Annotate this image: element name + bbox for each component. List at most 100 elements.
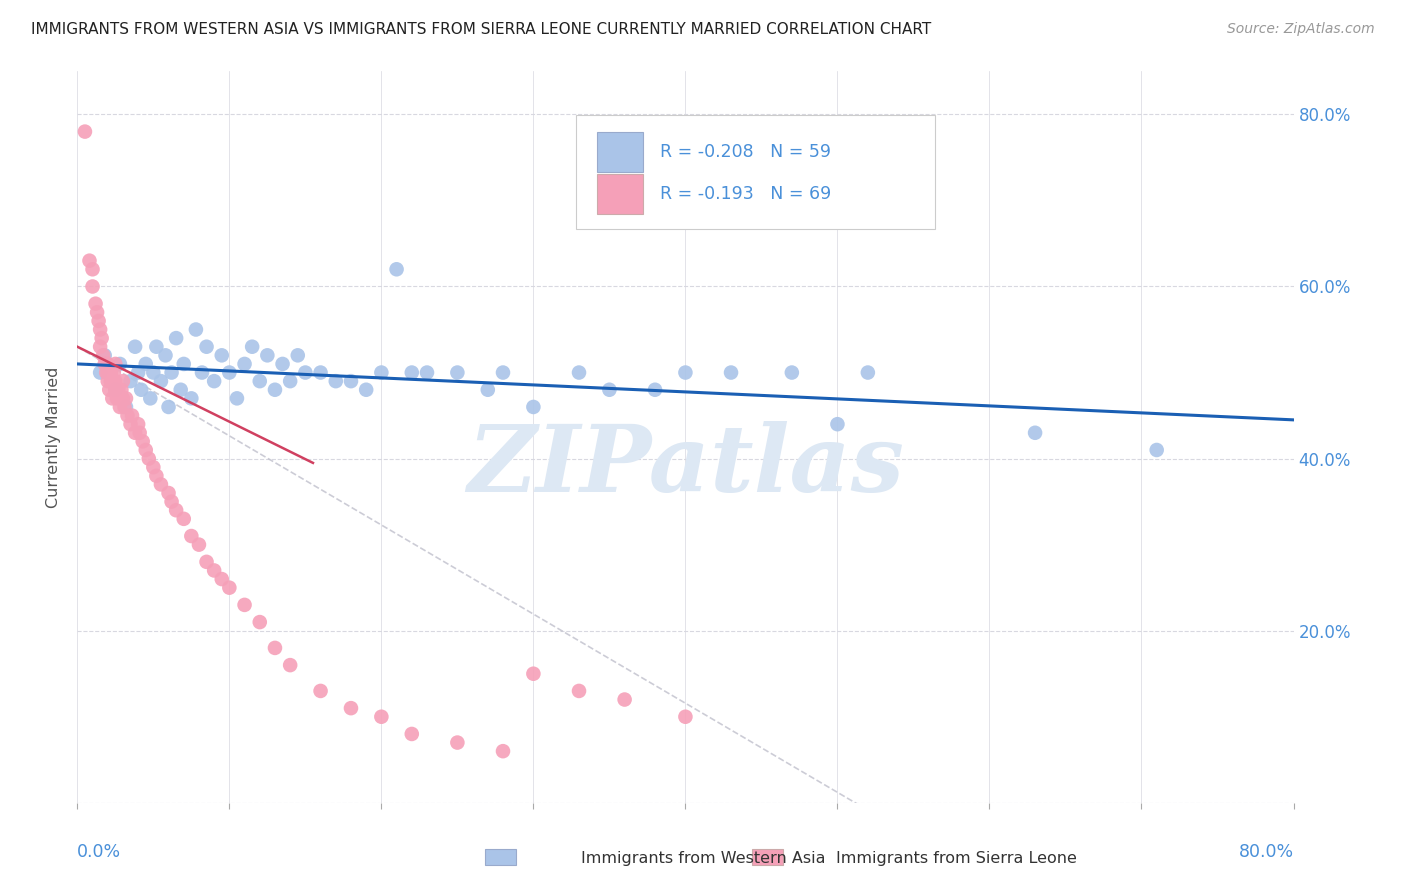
Point [100, 366, 122, 380]
Point [477, 383, 499, 397]
Point [218, 581, 240, 595]
Point [173, 357, 195, 371]
Point [416, 366, 439, 380]
Bar [596, 132, 643, 172]
Point [145, 468, 167, 483]
Point [195, 340, 218, 354]
Point [104, 374, 127, 388]
Point [184, 322, 207, 336]
Point [191, 366, 214, 380]
Point [401, 366, 423, 380]
Point [780, 366, 803, 380]
Text: Immigrants from Western Asia: Immigrants from Western Asia [581, 851, 825, 865]
Point [90, 331, 112, 345]
Point [142, 460, 165, 475]
Point [354, 383, 377, 397]
Point [135, 357, 157, 371]
Point [104, 357, 127, 371]
Point [142, 366, 165, 380]
Point [173, 512, 195, 526]
Point [644, 383, 666, 397]
Point [1146, 442, 1168, 457]
Point [325, 374, 347, 388]
Point [165, 503, 187, 517]
Point [104, 383, 127, 397]
Text: 0.0%: 0.0% [77, 843, 121, 861]
Point [720, 366, 742, 380]
Text: ZIPatlas: ZIPatlas [467, 421, 904, 511]
Point [91, 348, 114, 362]
Point [93, 357, 115, 371]
Point [492, 744, 515, 758]
Point [105, 392, 128, 406]
Point [73, 125, 96, 139]
Point [180, 392, 202, 406]
Point [568, 366, 591, 380]
Point [97, 357, 120, 371]
Point [446, 735, 468, 749]
Point [124, 425, 146, 440]
Point [249, 374, 271, 388]
Point [401, 727, 423, 741]
Point [145, 340, 167, 354]
Point [233, 598, 256, 612]
Point [675, 710, 697, 724]
Point [160, 494, 183, 508]
Text: R = -0.208   N = 59: R = -0.208 N = 59 [659, 144, 831, 161]
Point [218, 366, 240, 380]
Point [135, 442, 157, 457]
Point [211, 572, 233, 586]
Point [264, 640, 287, 655]
Bar [752, 849, 783, 865]
Point [446, 366, 468, 380]
Point [165, 331, 187, 345]
Point [114, 400, 136, 414]
Point [160, 366, 183, 380]
Point [110, 383, 132, 397]
Text: Immigrants from Sierra Leone: Immigrants from Sierra Leone [835, 851, 1077, 865]
Point [149, 374, 172, 388]
Point [89, 322, 111, 336]
Point [157, 400, 180, 414]
Point [87, 314, 110, 328]
Point [492, 366, 515, 380]
Point [107, 383, 129, 397]
Point [613, 692, 636, 706]
Point [127, 366, 149, 380]
Point [294, 366, 316, 380]
Point [522, 666, 544, 681]
FancyBboxPatch shape [576, 115, 935, 228]
Point [370, 366, 392, 380]
Point [128, 425, 150, 440]
Point [121, 409, 143, 423]
Bar [485, 849, 516, 865]
Point [104, 383, 127, 397]
Point [340, 701, 363, 715]
Point [340, 374, 363, 388]
Point [138, 451, 160, 466]
Point [211, 348, 233, 362]
Point [856, 366, 879, 380]
Point [115, 392, 138, 406]
Point [79, 253, 101, 268]
Point [827, 417, 849, 432]
Point [675, 366, 697, 380]
Point [93, 348, 115, 362]
Text: Source: ZipAtlas.com: Source: ZipAtlas.com [1227, 22, 1375, 37]
Point [180, 529, 202, 543]
Point [149, 477, 172, 491]
Point [120, 417, 142, 432]
Point [287, 348, 309, 362]
Point [82, 262, 104, 277]
Point [108, 357, 131, 371]
Point [271, 357, 294, 371]
Point [202, 564, 225, 578]
Point [117, 409, 139, 423]
Point [115, 400, 138, 414]
Text: 80.0%: 80.0% [1239, 843, 1294, 861]
Point [101, 374, 124, 388]
Point [155, 348, 177, 362]
Point [111, 374, 134, 388]
Point [124, 340, 146, 354]
Point [101, 392, 124, 406]
